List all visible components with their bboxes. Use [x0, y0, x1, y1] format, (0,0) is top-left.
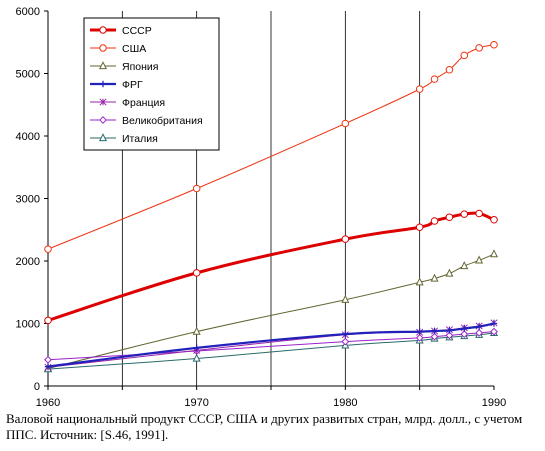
- data-point: [475, 328, 484, 337]
- legend-entry: СССР: [90, 25, 152, 37]
- axes: 0 1000 2000 3000 4000 5000 6000 1960 1970 1980 199…: [16, 6, 507, 409]
- data-point: [430, 273, 439, 282]
- data-point: [44, 355, 52, 364]
- data-point: [99, 98, 107, 106]
- data-point: [99, 80, 107, 88]
- data-point: [445, 268, 454, 277]
- data-point: [430, 75, 439, 83]
- data-point: [460, 51, 469, 60]
- y-tick-label: 5000: [16, 69, 40, 81]
- y-tick-label: 2000: [16, 256, 40, 268]
- data-point: [490, 215, 498, 224]
- data-point: [445, 213, 454, 222]
- data-point: [192, 269, 201, 277]
- series-4: [44, 320, 498, 370]
- data-point: [446, 327, 453, 334]
- data-point: [415, 85, 424, 93]
- y-tick-label: 3000: [16, 194, 40, 206]
- legend-entry: Франция: [90, 97, 165, 109]
- y-tick-label: 1000: [16, 319, 40, 331]
- data-point: [341, 235, 350, 243]
- data-point: [445, 65, 454, 74]
- data-point: [460, 330, 469, 339]
- x-tick-label: 1970: [184, 397, 208, 409]
- data-point: [475, 209, 483, 218]
- legend: СССР США Япония ФРГ Франция Великобритания Ита…: [83, 17, 220, 151]
- series-1: [44, 209, 498, 325]
- y-tick-label: 0: [34, 381, 40, 393]
- data-point: [460, 261, 469, 270]
- data-point: [341, 337, 350, 346]
- legend-entry: ФРГ: [90, 79, 143, 91]
- legend-label: Япония: [122, 61, 158, 73]
- data-point: [475, 323, 483, 330]
- data-point: [99, 26, 107, 34]
- data-point: [192, 184, 201, 193]
- legend-label: Италия: [122, 133, 158, 145]
- data-point: [98, 133, 108, 142]
- data-point: [44, 316, 52, 325]
- data-point: [192, 326, 201, 335]
- data-point: [416, 328, 423, 335]
- data-point: [98, 61, 108, 70]
- data-point: [341, 119, 350, 128]
- legend-label: Франция: [122, 97, 165, 109]
- data-point: [415, 333, 424, 342]
- data-point: [192, 353, 201, 362]
- figure-caption: Валовой национальный продукт СССР, США и…: [6, 411, 523, 442]
- legend-entry: Япония: [90, 61, 158, 73]
- legend-entry: США: [90, 43, 146, 55]
- legend-entry: Великобритания: [90, 115, 203, 127]
- series-group: [43, 40, 499, 373]
- y-tick-label: 4000: [16, 131, 40, 143]
- x-tick-label: 1960: [36, 397, 60, 409]
- data-point: [415, 223, 424, 232]
- data-point: [490, 327, 498, 336]
- line-chart: 0 1000 2000 3000 4000 5000 6000 1960 1970 1980 199…: [16, 6, 507, 409]
- legend-label: Великобритания: [122, 115, 203, 127]
- data-point: [99, 44, 107, 52]
- legend-label: СССР: [122, 25, 152, 37]
- data-point: [415, 277, 424, 286]
- data-point: [445, 331, 454, 340]
- x-tick-label: 1980: [333, 397, 357, 409]
- data-point: [475, 255, 484, 264]
- legend-entry: Италия: [90, 133, 158, 145]
- data-point: [193, 344, 200, 352]
- data-point: [342, 330, 349, 338]
- data-point: [460, 210, 469, 218]
- data-point: [489, 249, 499, 258]
- data-point: [490, 320, 498, 327]
- series-2: [44, 40, 498, 253]
- data-point: [475, 44, 483, 52]
- data-point: [99, 116, 107, 124]
- data-point: [44, 363, 52, 370]
- legend-label: США: [122, 43, 146, 55]
- x-tick-label: 1990: [482, 397, 506, 409]
- data-point: [430, 332, 439, 341]
- data-point: [430, 217, 439, 225]
- legend-label: ФРГ: [122, 79, 143, 91]
- data-point: [490, 40, 498, 49]
- data-point: [44, 245, 52, 253]
- data-point: [431, 327, 438, 335]
- data-point: [341, 294, 350, 303]
- data-point: [461, 325, 468, 332]
- y-tick-label: 6000: [16, 6, 40, 18]
